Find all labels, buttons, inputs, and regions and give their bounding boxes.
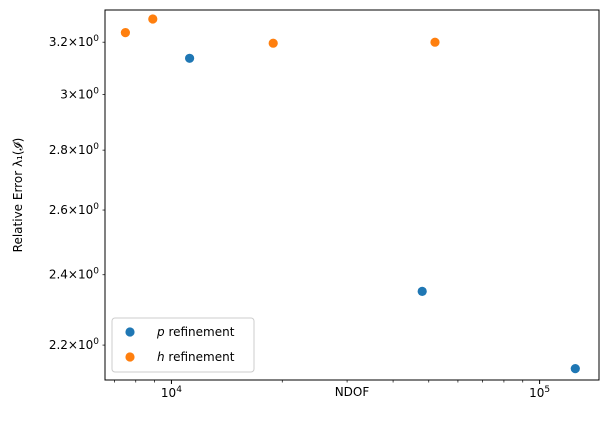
legend-label: p refinement bbox=[156, 325, 235, 339]
y-tick-label: 2.8×100 bbox=[49, 142, 99, 157]
plot-area-frame bbox=[104, 9, 600, 381]
y-tick-label: 3.2×100 bbox=[49, 34, 99, 49]
data-point bbox=[120, 27, 130, 38]
x-axis-ticks: 104 105 bbox=[114, 380, 550, 400]
y-axis-label: Relative Error λ₁(𝓘) bbox=[11, 138, 25, 253]
y-tick-label: 2.4×100 bbox=[49, 267, 99, 282]
legend-marker bbox=[125, 327, 135, 337]
data-point bbox=[148, 14, 158, 24]
data-point bbox=[417, 286, 427, 296]
legend-label: h refinement bbox=[157, 350, 235, 364]
legend: p refinement h refinement bbox=[111, 317, 255, 373]
data-point bbox=[430, 37, 440, 47]
y-axis-ticks: 2.2×100 2.4×100 2.6×100 2.8×100 3×100 3.2×100 bbox=[49, 34, 105, 352]
data-point bbox=[570, 364, 580, 374]
legend-box bbox=[111, 317, 255, 373]
y-tick-label: 2.2×100 bbox=[49, 337, 99, 352]
x-axis-label: NDOF bbox=[335, 385, 370, 399]
legend-marker bbox=[125, 352, 135, 362]
x-tick-label: 104 bbox=[161, 385, 182, 400]
y-tick-label: 3×100 bbox=[60, 86, 99, 101]
data-marks bbox=[120, 14, 580, 374]
data-point bbox=[185, 53, 195, 63]
data-point bbox=[268, 38, 278, 48]
y-tick-label: 2.6×100 bbox=[49, 202, 99, 217]
x-tick-label: 105 bbox=[529, 385, 550, 400]
